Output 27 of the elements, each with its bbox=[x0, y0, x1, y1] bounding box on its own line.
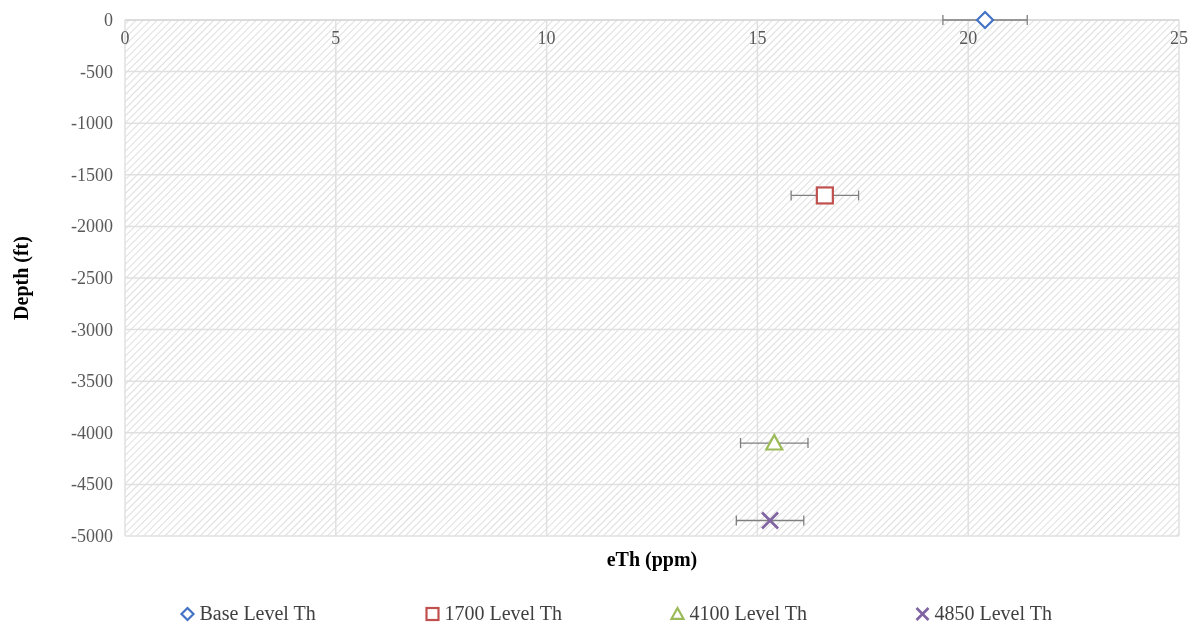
y-tick-label: -500 bbox=[80, 61, 113, 82]
y-tick-label: -1500 bbox=[71, 164, 113, 185]
y-tick-label: -4500 bbox=[71, 474, 113, 495]
point bbox=[760, 511, 780, 530]
y-tick-label: -5000 bbox=[71, 526, 113, 546]
x-tick-label: 25 bbox=[1170, 28, 1188, 48]
y-axis-title: Depth (ft) bbox=[10, 236, 33, 320]
x-tick-label: 10 bbox=[537, 28, 556, 48]
point bbox=[765, 434, 784, 451]
legend-label: 4850 Level Th bbox=[934, 602, 1052, 624]
y-tick-label: -2500 bbox=[71, 268, 113, 288]
x-tick-label: 5 bbox=[331, 28, 341, 48]
y-tick-label: 0 bbox=[104, 10, 113, 30]
legend-label: 1700 Level Th bbox=[444, 602, 562, 624]
y-tick-label: -4000 bbox=[71, 422, 113, 443]
x-axis-title: eTh (ppm) bbox=[606, 548, 698, 571]
legend-label: 4100 Level Th bbox=[689, 602, 807, 624]
x-tick-label: 20 bbox=[959, 28, 978, 48]
y-tick-label: -2000 bbox=[71, 216, 113, 237]
x-tick-label: 0 bbox=[120, 28, 130, 48]
y-tick-label: -1000 bbox=[71, 113, 113, 134]
point bbox=[815, 186, 834, 205]
x-tick-label: 15 bbox=[748, 28, 767, 48]
legend-label: Base Level Th bbox=[199, 602, 316, 624]
y-tick-label: -3500 bbox=[71, 371, 113, 392]
y-tick-label: -3000 bbox=[71, 319, 113, 340]
point bbox=[975, 10, 995, 30]
